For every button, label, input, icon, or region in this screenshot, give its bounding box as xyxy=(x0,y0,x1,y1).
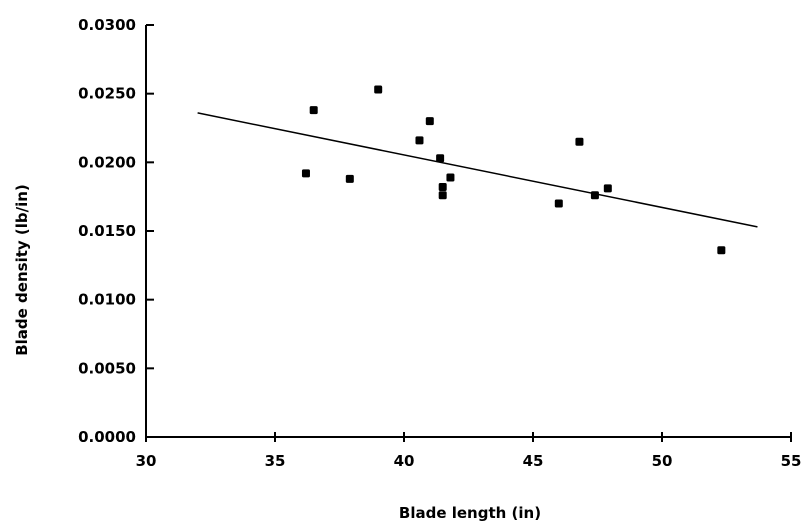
data-point xyxy=(425,117,434,126)
trendline xyxy=(197,112,758,228)
data-point xyxy=(554,199,563,208)
data-points xyxy=(301,85,726,255)
trendline-layer xyxy=(197,112,758,228)
data-point xyxy=(345,174,354,183)
x-axis-title: Blade length (in) xyxy=(399,504,541,522)
data-point xyxy=(603,184,612,193)
x-tick-label: 50 xyxy=(652,452,673,470)
x-tick-label: 30 xyxy=(136,452,157,470)
data-point xyxy=(717,246,726,255)
data-point xyxy=(436,154,445,163)
x-tick-label: 35 xyxy=(265,452,286,470)
y-tick-label: 0.0300 xyxy=(78,16,136,34)
data-point xyxy=(415,136,424,145)
x-tick-label: 55 xyxy=(781,452,802,470)
x-axis: 30 35 40 45 50 55 xyxy=(136,432,802,470)
y-tick-label: 0.0200 xyxy=(78,153,136,171)
y-tick-label: 0.0250 xyxy=(78,85,136,103)
data-point xyxy=(590,191,599,200)
data-point xyxy=(374,85,383,94)
x-tick-label: 40 xyxy=(394,452,415,470)
data-point xyxy=(446,173,455,182)
data-point xyxy=(575,137,584,146)
x-tick-label: 45 xyxy=(523,452,544,470)
y-tick-label: 0.0000 xyxy=(78,428,136,446)
y-tick-label: 0.0050 xyxy=(78,359,136,377)
y-axis: 0.0000 0.0050 0.0100 0.0150 0.0200 0.0250 0.03… xyxy=(78,16,154,446)
data-point xyxy=(301,169,310,178)
data-point xyxy=(438,183,447,192)
data-point xyxy=(438,191,447,200)
y-tick-label: 0.0150 xyxy=(78,222,136,240)
y-axis-title: Blade density (lb/in) xyxy=(13,184,31,356)
data-point xyxy=(309,106,318,115)
y-tick-label: 0.0100 xyxy=(78,291,136,309)
